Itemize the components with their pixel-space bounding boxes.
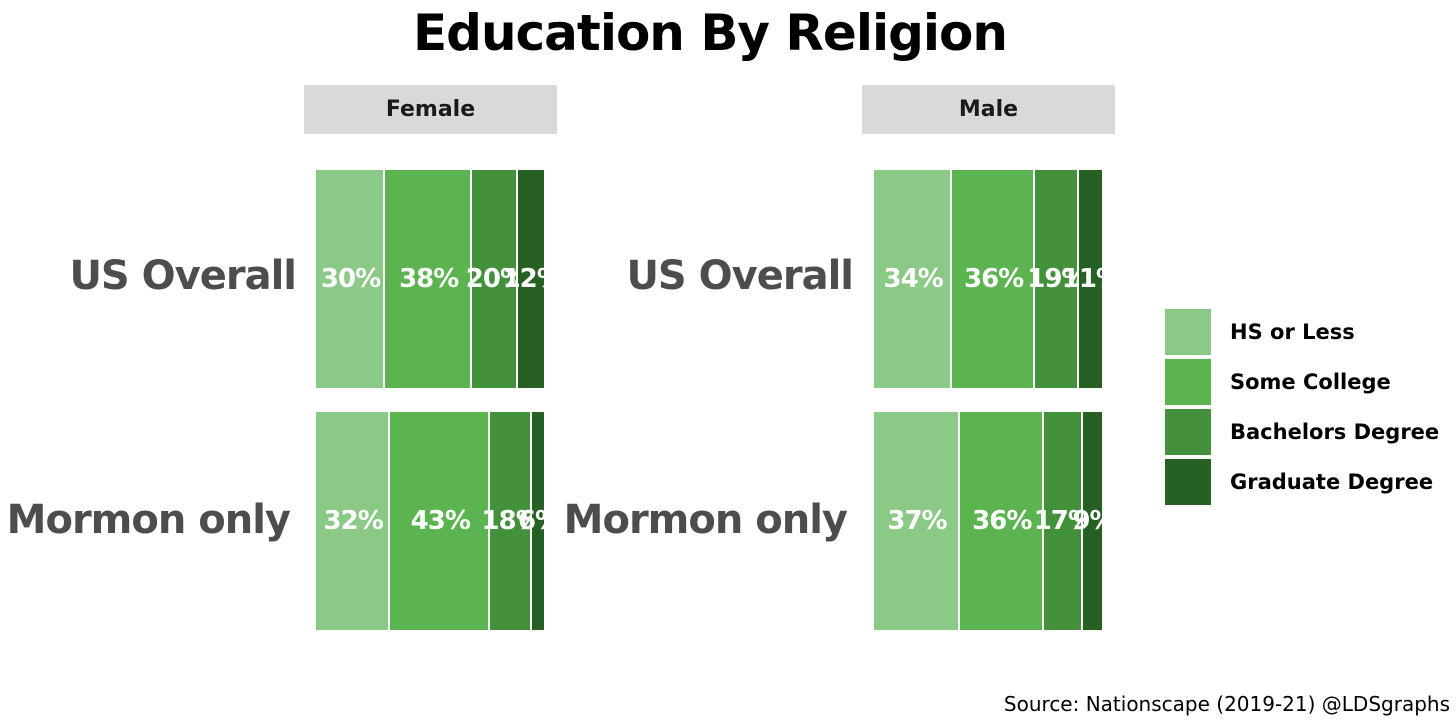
bar-segment-bachelors-degree [472,170,519,388]
bar-segment-bachelors-degree [490,412,533,630]
data-label-graduate-degree: 6% [517,506,561,536]
bar-segment-graduate-degree [1078,170,1104,388]
data-label-bachelors-degree: 20% [465,264,526,294]
bar-female-mormon-only: 32% 43% 18% 6% [316,412,561,630]
bar-segment-hs-or-less [874,170,953,388]
legend-label: Graduate Degree [1230,470,1434,494]
legend-label: HS or Less [1230,320,1355,344]
facet-strip-female: Female [304,85,557,134]
data-label-graduate-degree: 9% [1072,506,1115,536]
facet-panel-male: Male US Overall Mormon only 34% 36% 19% 11%… [557,85,1122,645]
data-label-hs-or-less: 30% [320,264,381,294]
bar-female-us-overall: 30% 38% 20% 12% [316,170,563,388]
data-label-some-college: 38% [399,264,459,294]
data-label-some-college: 36% [972,506,1032,536]
data-label-graduate-degree: 11% [1061,264,1122,294]
bar-segment-some-college [952,170,1035,388]
bar-segment-hs-or-less [316,170,385,388]
bar-segment-hs-or-less [874,412,960,630]
row-label-mormon-only: Mormon only [563,497,848,543]
bar-segment-graduate-degree [518,170,546,388]
facet-strip-male: Male [862,85,1115,134]
chart-title: Education By Religion [413,4,1008,62]
bar-segment-bachelors-degree [1043,412,1084,630]
bar-male-us-overall: 34% 36% 19% 11% [874,170,1122,388]
facet-panel-female: Female US Overall Mormon only 30% 38% 20% 1… [0,85,563,645]
bar-segment-some-college [959,412,1044,630]
bar-segment-bachelors-degree [1035,170,1079,388]
legend-swatch [1164,458,1212,506]
bar-segment-hs-or-less [316,412,391,630]
bar-segment-graduate-degree [1083,412,1104,630]
data-label-bachelors-degree: 18% [481,506,542,536]
legend-swatch [1164,358,1212,406]
legend-label: Some College [1230,370,1391,394]
bar-male-mormon-only: 37% 36% 17% 9% [874,412,1116,630]
bar-segment-some-college [385,170,473,388]
data-label-bachelors-degree: 19% [1027,264,1087,294]
bar-segment-some-college [390,412,491,630]
source-caption: Source: Nationscape (2019-21) @LDSgraphs [1003,692,1450,716]
data-label-graduate-degree: 12% [502,264,563,294]
legend-swatch [1164,408,1212,456]
legend-label: Bachelors Degree [1230,420,1440,444]
data-label-some-college: 36% [963,264,1024,294]
legend-swatch [1164,308,1212,356]
data-label-hs-or-less: 34% [883,264,943,294]
data-label-hs-or-less: 37% [887,506,947,536]
bar-segment-graduate-degree [532,412,546,630]
data-label-hs-or-less: 32% [323,506,384,536]
row-label-mormon-only: Mormon only [6,497,291,543]
row-label-us-overall: US Overall [626,253,854,299]
data-label-some-college: 43% [410,506,471,536]
row-label-us-overall: US Overall [69,253,297,299]
